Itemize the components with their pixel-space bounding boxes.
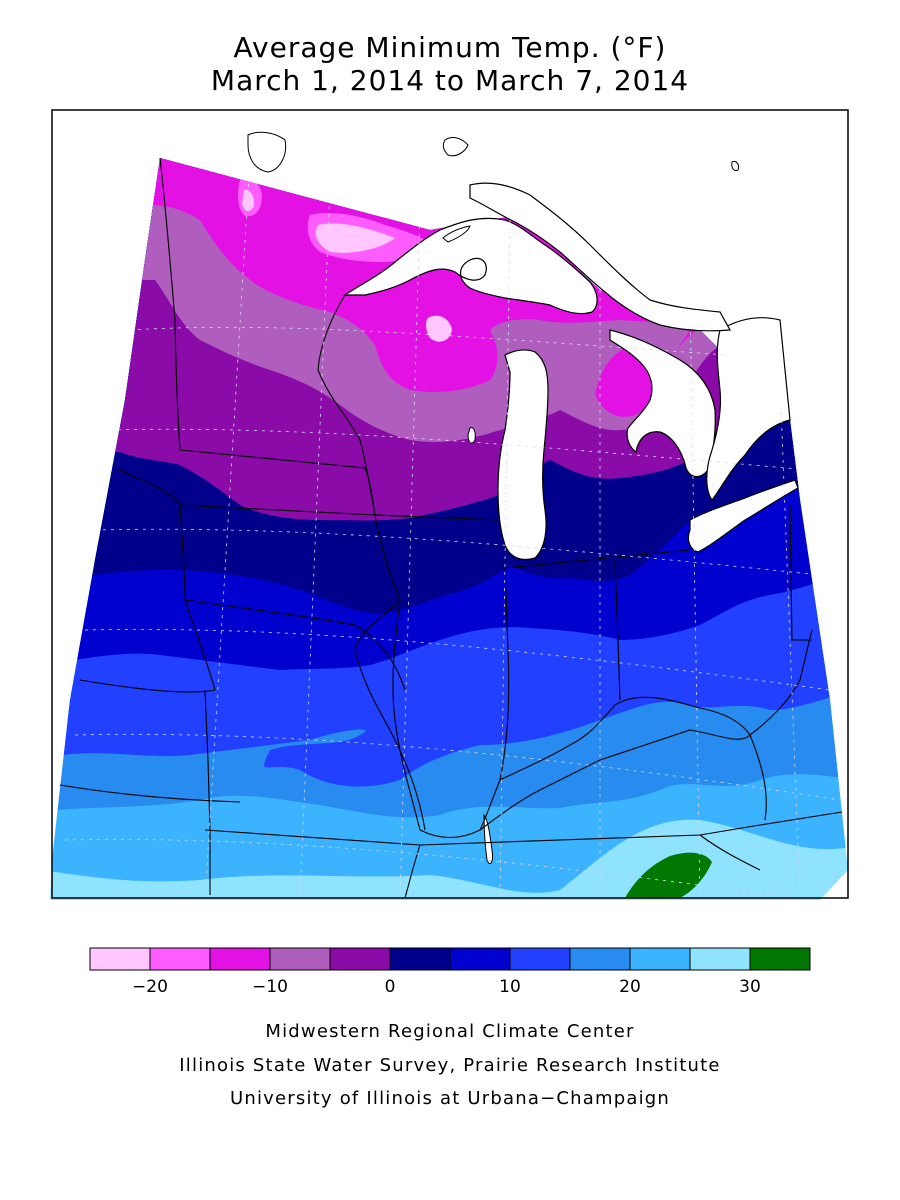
small-island-ne (731, 161, 739, 171)
map-frame (51, 109, 849, 899)
legend-swatch-8 (569, 947, 631, 971)
lake-winnebago (467, 427, 476, 444)
legend-swatch-11 (749, 947, 811, 971)
band-30-35 (625, 852, 712, 898)
legend: −20 −10 0 10 20 30 (89, 947, 811, 997)
border-tn-nc (699, 834, 761, 871)
legend-swatch-1 (149, 947, 211, 971)
legend-tick-label: 10 (499, 977, 521, 997)
legend-swatch-3 (269, 947, 331, 971)
credit-line-3: University of Illinois at Urbana−Champai… (229, 1088, 671, 1109)
legend-tick-label: 30 (739, 977, 761, 997)
border-ia-ne (179, 504, 216, 691)
border-oh-ky (614, 696, 751, 736)
border-nd-mn (159, 157, 181, 451)
border-ky-va (749, 734, 767, 821)
legend-tick-label: −10 (252, 977, 288, 997)
border-mo-ar (204, 829, 421, 846)
band-neg25-neg20b (425, 315, 452, 342)
border-in-ky (499, 704, 616, 781)
legend-swatch-4 (329, 947, 391, 971)
border-ohio-river (419, 729, 751, 838)
legend-swatch-5 (389, 947, 451, 971)
lake-fragment-nw (247, 131, 287, 173)
border-mississippi (392, 599, 421, 831)
border-mn-wi-river (364, 467, 376, 516)
lat-lon-grid (64, 159, 848, 900)
border-ia-mo (184, 599, 406, 691)
border-il-wi (374, 514, 501, 521)
legend-swatch-9 (629, 947, 691, 971)
legend-swatch-0 (89, 947, 151, 971)
legend-swatch-10 (689, 947, 751, 971)
lake-michigan (497, 349, 549, 561)
border-in-oh (614, 559, 621, 701)
border-ky-tn (419, 811, 843, 846)
border-oh-wv (749, 629, 813, 736)
border-il-west (354, 514, 426, 831)
lake-ontario-canada (706, 317, 791, 502)
legend-tick-label: −20 (132, 977, 168, 997)
canada-shore (469, 182, 731, 332)
border-mn-ia (179, 504, 376, 516)
great-lakes (343, 182, 799, 561)
border-sd-ne (119, 469, 181, 506)
legend-swatch-2 (209, 947, 271, 971)
border-ar-tn (404, 844, 421, 899)
band-neg25-neg20c (242, 189, 255, 212)
credit-line-1: Midwestern Regional Climate Center (265, 1021, 635, 1042)
credit-line-2: Illinois State Water Survey, Prairie Res… (179, 1055, 721, 1076)
lake-superior (343, 217, 598, 315)
legend-swatch-7 (509, 947, 571, 971)
band-neg25-neg20 (315, 223, 395, 253)
legend-tick-label: 0 (385, 977, 396, 997)
border-ks-ok (59, 784, 241, 803)
isle-royale (442, 225, 471, 243)
legend-tick-label: 20 (619, 977, 641, 997)
kentucky-lake (483, 813, 493, 865)
lake-huron (609, 329, 716, 478)
state-boundaries (59, 157, 843, 899)
map-title: Average Minimum Temp. (°F) (233, 31, 667, 64)
islands (247, 131, 739, 865)
border-ne-ks (79, 679, 216, 693)
border-mi-in (504, 549, 691, 569)
border-oh-pa (789, 504, 812, 641)
map-date-range: March 1, 2014 to March 7, 2014 (210, 64, 690, 97)
legend-swatch-6 (449, 947, 511, 971)
lake-fragment-north (442, 137, 469, 157)
border-mn-sd (179, 449, 366, 469)
border-il-in (479, 567, 510, 831)
border-mo-ks (204, 689, 211, 895)
